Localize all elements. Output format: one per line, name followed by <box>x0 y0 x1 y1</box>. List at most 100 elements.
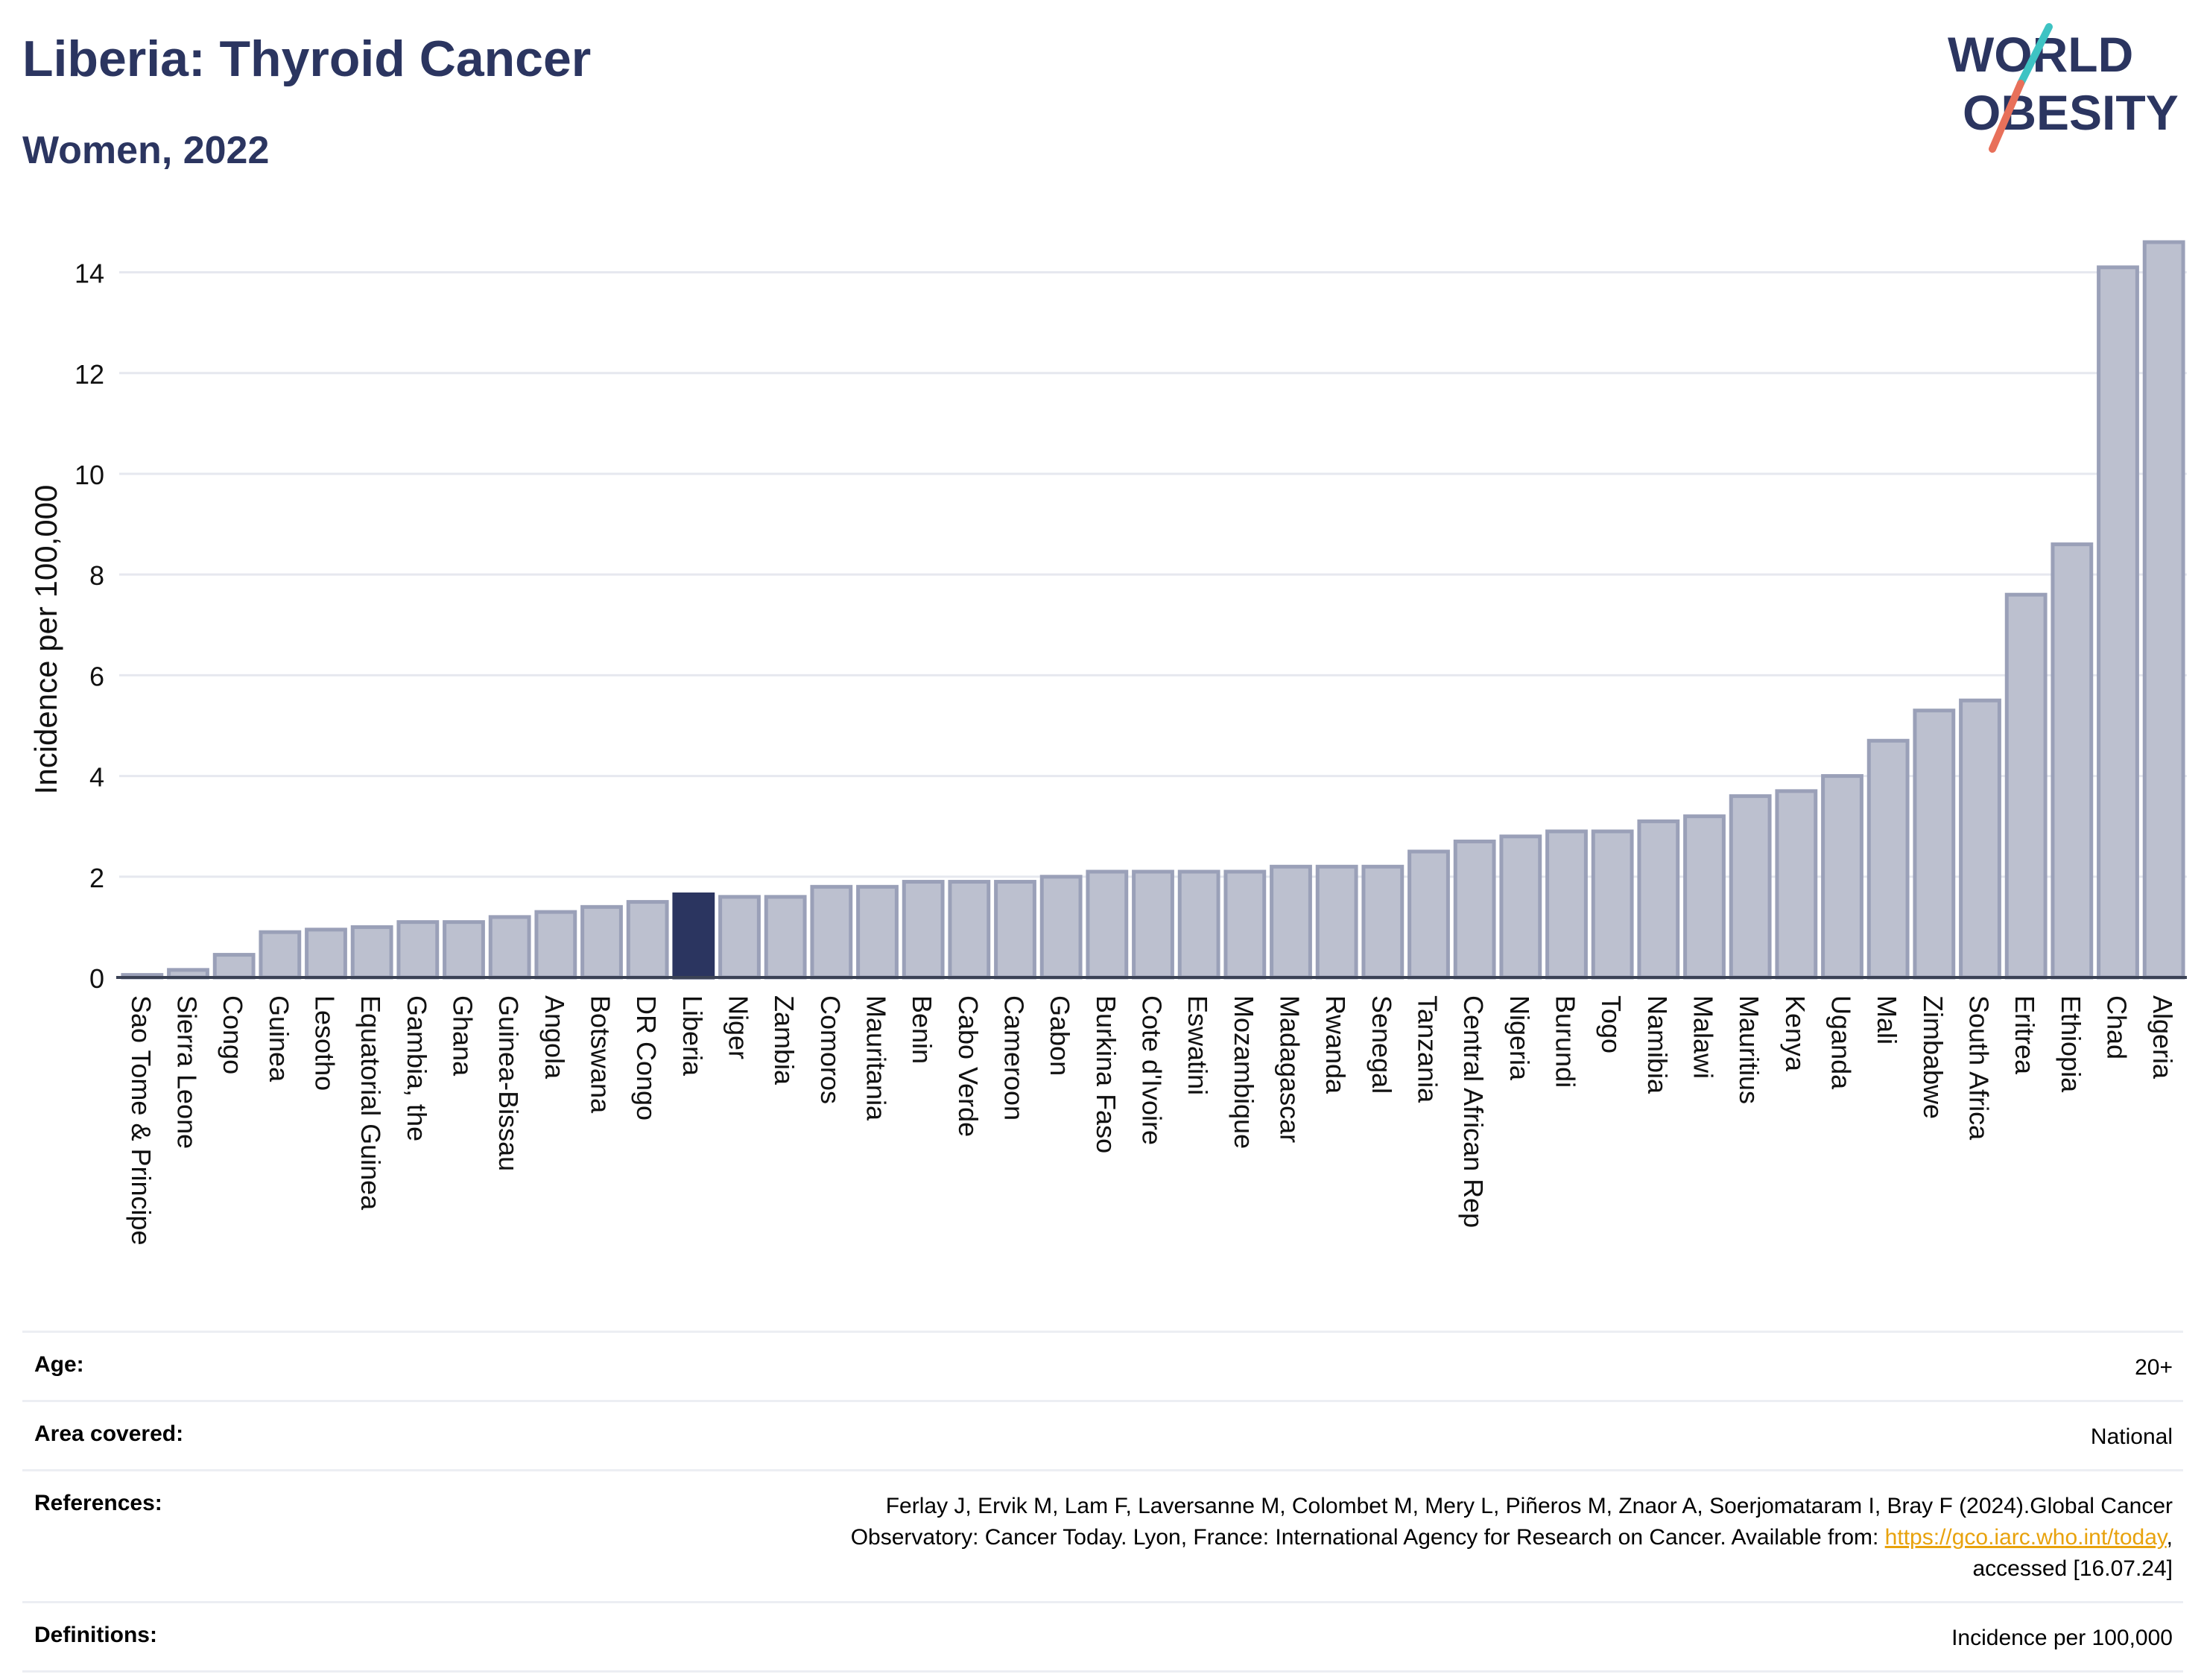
y-tick-label: 8 <box>89 560 104 591</box>
bar-cote-d-ivoire <box>1132 869 1174 980</box>
bar-angola <box>534 910 577 980</box>
category-label: Nigeria <box>1504 995 1535 1081</box>
category-label: Burundi <box>1551 995 1581 1088</box>
category-label: Gambia, the <box>402 995 432 1141</box>
bar-benin <box>902 880 945 980</box>
category-label: Sierra Leone <box>172 995 203 1149</box>
logo-slash-bottom <box>1989 80 2024 153</box>
bar-namibia <box>1637 819 1680 980</box>
category-label: Equatorial Guinea <box>355 995 386 1211</box>
bar-kenya <box>1775 789 1818 980</box>
category-label: Comoros <box>815 995 846 1104</box>
category-label: Liberia <box>677 995 708 1077</box>
y-tick-label: 4 <box>89 762 104 793</box>
category-label: Sao Tome & Principe <box>126 995 156 1246</box>
bar-niger <box>718 895 761 980</box>
bar-dr-congo <box>626 900 669 980</box>
bar-mauritania <box>856 884 899 980</box>
logo-slash-top <box>2017 23 2053 87</box>
chart-subtitle: Women, 2022 <box>22 129 270 172</box>
bar-togo <box>1591 829 1634 980</box>
metadata-table: Age: 20+ Area covered: National Referenc… <box>22 1331 2183 1673</box>
bar-algeria <box>2142 240 2185 980</box>
bar-cabo-verde <box>948 880 991 980</box>
references-link[interactable]: https://gco.iarc.who.int/today <box>1884 1525 2167 1550</box>
area-label: Area covered: <box>34 1421 184 1446</box>
meta-row-area: Area covered: National <box>22 1400 2183 1469</box>
bar-zambia <box>764 895 807 980</box>
bar-guinea-bissau <box>488 915 531 980</box>
category-label: Mauritius <box>1734 995 1764 1104</box>
references-line-2: Observatory: Cancer Today. Lyon, France:… <box>850 1525 1885 1550</box>
bar-gambia-the <box>396 920 440 980</box>
bar-central-african-rep <box>1453 839 1496 980</box>
meta-row-references: References: Ferlay J, Ervik M, Lam F, La… <box>22 1469 2183 1601</box>
category-labels: Sao Tome & Principe Sierra Leone Congo Guin… <box>126 995 2178 1246</box>
bar-zimbabwe <box>1913 709 1956 980</box>
bar-lesotho <box>305 928 347 980</box>
bar-burkina-faso <box>1086 869 1129 980</box>
category-label: Zambia <box>769 995 799 1085</box>
category-label: Gabon <box>1045 995 1075 1076</box>
bar-congo <box>212 953 256 980</box>
bar-malawi <box>1683 814 1726 980</box>
bar-mauritius <box>1729 794 1772 980</box>
bar-mali <box>1866 738 1910 980</box>
references-value: Ferlay J, Ervik M, Lam F, Laversanne M, … <box>851 1491 2173 1585</box>
bar-guinea <box>259 930 302 980</box>
category-label: Ethiopia <box>2056 995 2086 1093</box>
references-line-1: Ferlay J, Ervik M, Lam F, Laversanne M, … <box>885 1494 2173 1518</box>
category-label: Rwanda <box>1320 995 1351 1094</box>
category-label: Guinea-Bissau <box>493 995 524 1171</box>
category-label: Cote d'Ivoire <box>1137 995 1168 1145</box>
bar-gabon <box>1039 875 1083 980</box>
age-label: Age: <box>34 1352 84 1377</box>
bar-chart: 0 2 4 6 8 10 12 14 Incidence per 100,000 Sao Tom… <box>28 240 2187 1246</box>
category-label: Senegal <box>1367 995 1397 1094</box>
y-tick-label: 10 <box>75 460 104 490</box>
category-label: Burkina Faso <box>1091 995 1121 1153</box>
bar-eritrea <box>2004 592 2048 980</box>
category-label: Niger <box>723 995 754 1059</box>
y-tick-label: 12 <box>75 359 104 390</box>
references-label: References: <box>34 1491 162 1515</box>
category-label: Uganda <box>1826 995 1857 1090</box>
category-label: Malawi <box>1688 995 1719 1079</box>
category-label: Guinea <box>264 995 294 1083</box>
bars <box>121 240 2185 980</box>
category-label: Zimbabwe <box>1918 995 1948 1119</box>
category-label: Congo <box>218 995 248 1074</box>
category-label: Algeria <box>2147 995 2178 1080</box>
y-tick-label: 0 <box>89 963 104 994</box>
category-label: Mozambique <box>1229 995 1259 1149</box>
category-label: Cabo Verde <box>953 995 984 1137</box>
bar-nigeria <box>1499 834 1542 980</box>
age-value: 20+ <box>2135 1355 2173 1380</box>
world-obesity-logo: WORLD OBESITY <box>1948 23 2179 153</box>
category-label: Tanzania <box>1413 995 1443 1103</box>
category-label: Ghana <box>448 995 478 1077</box>
bar-south-africa <box>1959 698 2001 980</box>
bar-ethiopia <box>2051 542 2094 980</box>
definitions-value: Incidence per 100,000 <box>1951 1626 2173 1650</box>
definitions-label: Definitions: <box>34 1623 157 1647</box>
bar-rwanda <box>1315 864 1358 980</box>
category-label: Angola <box>539 995 570 1080</box>
meta-row-age: Age: 20+ <box>22 1331 2183 1400</box>
bar-comoros <box>810 884 853 980</box>
bar-senegal <box>1361 864 1405 980</box>
references-line-2-suffix: , <box>2166 1525 2173 1550</box>
bar-madagascar <box>1270 864 1312 980</box>
category-label: Mali <box>1872 995 1902 1045</box>
category-label: DR Congo <box>631 995 662 1120</box>
y-tick-label: 6 <box>89 661 104 691</box>
bar-eswatini <box>1177 869 1220 980</box>
category-label: Benin <box>907 995 937 1064</box>
category-label: Kenya <box>1780 995 1811 1072</box>
category-label: Lesotho <box>310 995 341 1091</box>
axes: 0 2 4 6 8 10 12 14 Incidence per 100,000 <box>28 259 2187 994</box>
y-axis-label: Incidence per 100,000 <box>28 485 63 795</box>
bar-tanzania <box>1407 849 1450 980</box>
bar-ghana <box>443 920 485 980</box>
bar-cameroon <box>994 880 1036 980</box>
